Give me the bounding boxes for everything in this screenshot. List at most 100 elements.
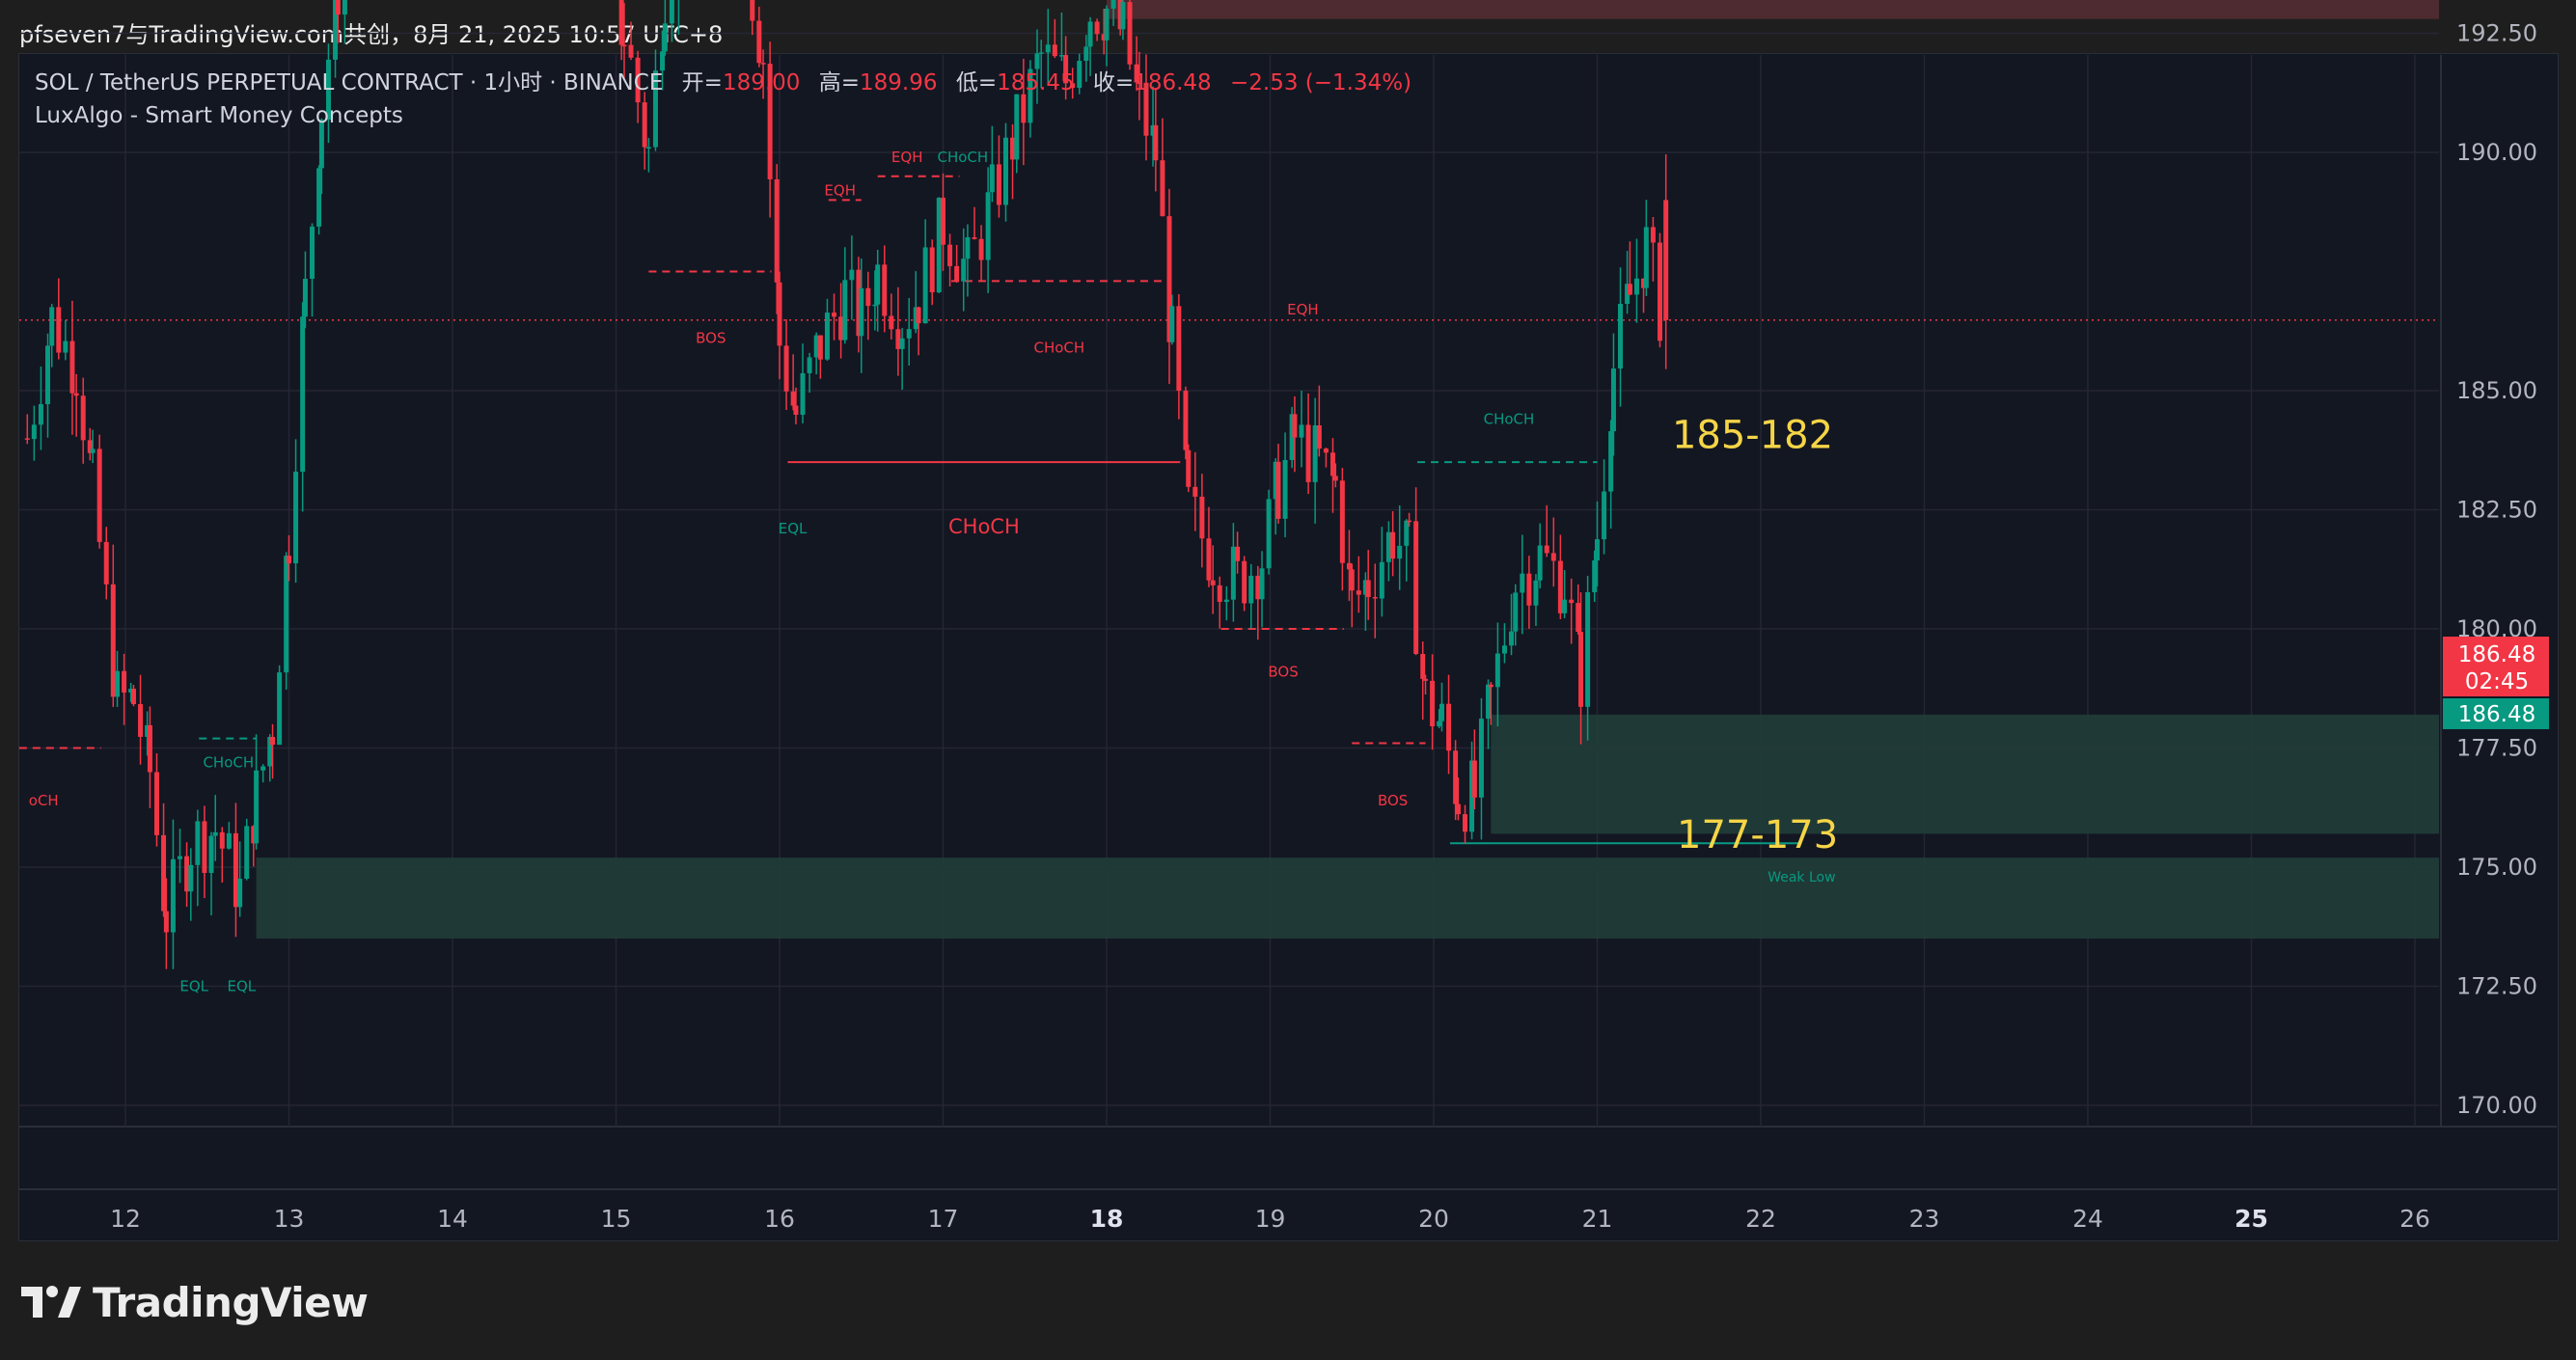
- candle-body: [1120, 2, 1126, 30]
- candle-body: [325, 59, 331, 121]
- candle-body: [954, 265, 960, 282]
- structure-label: EQL: [228, 977, 257, 994]
- candle-body: [63, 340, 69, 353]
- tradingview-logo[interactable]: TradingView: [21, 1275, 369, 1329]
- indicator-name[interactable]: LuxAlgo - Smart Money Concepts: [35, 103, 403, 128]
- candle-body: [750, 0, 755, 21]
- candle-body: [1259, 568, 1265, 600]
- candle-body: [1316, 424, 1322, 449]
- candle-body: [1657, 242, 1662, 341]
- candle-body: [342, 0, 347, 15]
- candle-body: [1206, 538, 1212, 581]
- candle-body: [1248, 575, 1254, 604]
- structure-label: CHoCH: [1484, 411, 1535, 428]
- candle-body: [260, 766, 266, 771]
- candle-body: [1550, 553, 1556, 561]
- time-tick-label: 16: [764, 1205, 795, 1233]
- candle-body: [138, 704, 144, 737]
- candle-body: [1150, 124, 1156, 136]
- time-tick-label: 15: [601, 1205, 632, 1233]
- candle-body: [293, 472, 299, 564]
- candle-body: [24, 438, 30, 440]
- candle-body: [1385, 531, 1391, 562]
- candle-body: [1199, 496, 1205, 539]
- candle-body: [208, 835, 214, 874]
- time-tick-label: 21: [1582, 1205, 1613, 1233]
- candle-body: [1404, 520, 1410, 546]
- candle-body: [1526, 573, 1532, 606]
- candle-body: [1305, 424, 1311, 482]
- chart-panel[interactable]: [18, 53, 2559, 1241]
- candle-body: [1478, 719, 1484, 798]
- candle-body: [865, 287, 871, 307]
- candle-body: [1346, 562, 1352, 570]
- candle-body: [244, 826, 250, 880]
- candle-body: [916, 307, 921, 324]
- structure-label: BOS: [696, 330, 726, 347]
- candle-body: [178, 856, 183, 859]
- candle-body: [1255, 575, 1261, 600]
- candle-body: [1282, 459, 1288, 519]
- candle-body: [1437, 721, 1442, 727]
- candle-body: [965, 236, 971, 259]
- candle-body: [96, 449, 102, 542]
- structure-labels: BOS CHoCH oCH CHoCH EQL EQL BOS EQH EQH CHoCH CHoC…: [29, 149, 1836, 995]
- candle-body: [226, 832, 232, 849]
- candle-body: [1650, 227, 1656, 243]
- structure-label: BOS: [1268, 663, 1298, 680]
- candle-body: [1413, 521, 1419, 655]
- candle-body: [1537, 545, 1543, 581]
- candle-body: [800, 372, 806, 415]
- candle-body: [642, 102, 647, 148]
- candle-body: [1356, 590, 1361, 595]
- legend-change-value: −2.53 (−1.34%): [1230, 70, 1411, 95]
- time-tick-label: 20: [1418, 1205, 1449, 1233]
- price-tick-label: 172.50: [2456, 973, 2537, 1000]
- price-tick-label: 177.50: [2456, 735, 2537, 762]
- candle-body: [45, 345, 51, 405]
- candle-body: [756, 20, 762, 64]
- candle-body: [1070, 83, 1076, 89]
- candle-body: [1299, 424, 1304, 438]
- structure-label: CHoCH: [203, 753, 254, 771]
- candle-body: [1407, 520, 1412, 523]
- candle-body: [1332, 476, 1338, 481]
- candle-body: [1275, 461, 1281, 519]
- candle-body: [56, 307, 62, 353]
- tradingview-mark-icon: [21, 1283, 81, 1321]
- structure-label: BOS: [1378, 792, 1408, 809]
- structure-lines: [18, 175, 2439, 845]
- candle-body: [1439, 703, 1444, 721]
- time-tick-label: 19: [1255, 1205, 1286, 1233]
- candle-body: [233, 832, 238, 908]
- candle-body: [662, 23, 668, 52]
- candle-body: [760, 63, 766, 65]
- price-axis: 212.50210.00207.50205.00202.50200.00197.…: [2443, 20, 2549, 1119]
- structure-label: oCH: [29, 792, 59, 809]
- candle-body: [1223, 599, 1229, 603]
- candle-body: [635, 57, 641, 103]
- candle-body: [1397, 545, 1403, 559]
- candle-body: [1312, 424, 1318, 482]
- candle-body: [807, 357, 812, 373]
- candle-body: [972, 236, 977, 239]
- structure-label: EQH: [891, 149, 923, 166]
- candle-body: [1235, 546, 1241, 561]
- zone-annotation: 177-173: [1677, 813, 1838, 857]
- candle-body: [660, 51, 666, 71]
- candle-body: [1618, 304, 1624, 369]
- candle-body: [1610, 368, 1616, 432]
- candle-body: [219, 831, 225, 849]
- candle-body: [832, 313, 837, 317]
- time-axis: 12 13 14 15 16 17 18 19 20 21 22 23 24 25 26: [110, 1205, 2430, 1233]
- legend-open-label: 开=: [682, 70, 723, 95]
- candle-body: [1602, 491, 1607, 540]
- legend-low-label: 低=: [956, 70, 997, 95]
- candle-body: [895, 329, 901, 349]
- candle-body: [872, 304, 878, 307]
- countdown-label: 02:45: [2465, 669, 2529, 694]
- structure-label: Weak Low: [1768, 870, 1835, 885]
- candle-body: [1455, 803, 1461, 815]
